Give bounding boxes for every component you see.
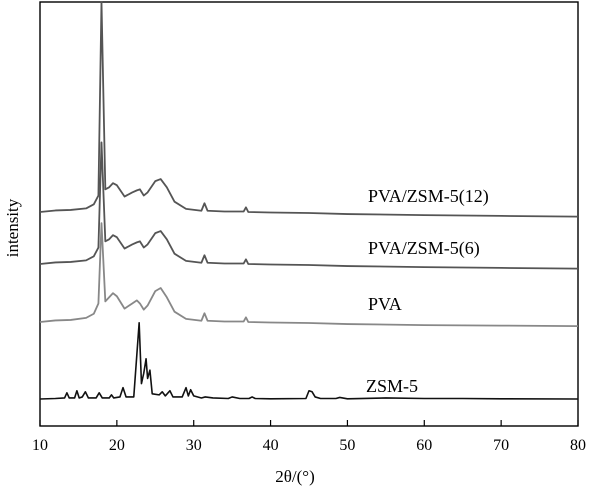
series-label-pva-zsm-5-12-: PVA/ZSM-5(12) [368, 186, 489, 207]
x-tick-label-60: 60 [416, 437, 432, 454]
x-axis-ticks [39, 420, 579, 426]
x-axis-title: 2θ/(°) [275, 467, 315, 486]
y-axis-title: intensity [3, 198, 22, 257]
series-line-zsm-5 [39, 321, 579, 400]
series-labels: PVA/ZSM-5(12) PVA/ZSM-5(6) PVA ZSM-5 [366, 186, 489, 396]
series-label-pva-zsm-5-6-: PVA/ZSM-5(6) [368, 238, 480, 259]
plot-frame [39, 1, 579, 427]
series-line-pva [39, 222, 579, 328]
series-label-zsm-5: ZSM-5 [366, 376, 418, 396]
x-tick-label-80: 80 [570, 437, 586, 454]
x-tick-label-30: 30 [186, 437, 202, 454]
x-tick-label-40: 40 [263, 437, 279, 454]
x-tick-label-10: 10 [32, 437, 48, 454]
series-curves [39, 0, 579, 400]
x-tick-label-70: 70 [493, 437, 509, 454]
series-line-pva-zsm-5-6- [39, 141, 579, 270]
x-axis-tick-labels: 10 20 30 40 50 60 70 80 [32, 437, 586, 454]
x-tick-label-50: 50 [339, 437, 355, 454]
x-tick-label-20: 20 [109, 437, 125, 454]
series-label-pva: PVA [368, 294, 402, 314]
series-line-pva-zsm-5-12- [39, 0, 579, 218]
